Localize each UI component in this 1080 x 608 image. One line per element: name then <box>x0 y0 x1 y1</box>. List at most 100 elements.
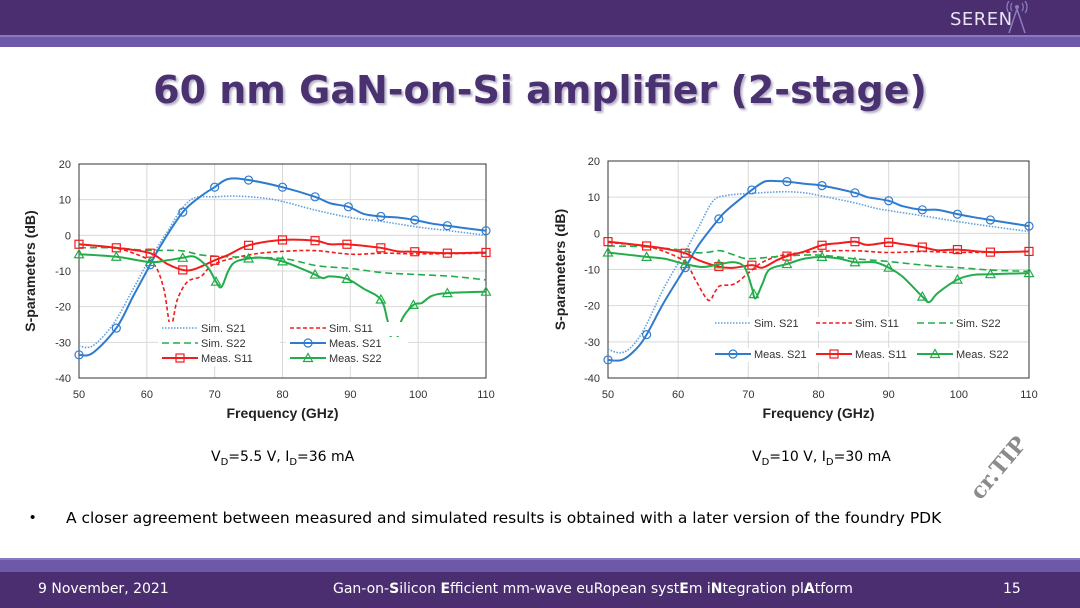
legend-entry: Meas. S22 <box>913 348 1009 362</box>
data-point-marker <box>984 268 996 279</box>
legend-label: Sim. S21 <box>754 318 799 330</box>
legend-label: Sim. S22 <box>201 338 246 350</box>
legend-label: Sim. S11 <box>329 323 373 335</box>
data-point-marker <box>481 247 491 258</box>
data-point-marker <box>210 182 220 192</box>
legend-bg <box>286 352 408 366</box>
x-tick-label: 110 <box>1020 389 1038 401</box>
data-point-marker <box>817 180 827 191</box>
data-point-marker <box>748 288 760 299</box>
legend-entry: Sim. S21 <box>711 317 806 331</box>
data-point-marker <box>917 242 927 252</box>
footer-bar: 9 November, 2021 Gan-on-Silicon Efficien… <box>0 572 1080 608</box>
legend-marker <box>303 338 313 348</box>
data-point-marker <box>277 235 288 245</box>
data-point-marker <box>641 330 652 340</box>
data-point-marker <box>816 251 828 261</box>
data-point-marker <box>341 273 353 283</box>
legend-entry: Meas. S11 <box>158 352 280 366</box>
data-point-marker <box>111 323 121 333</box>
legend-entry: Meas. S11 <box>812 348 907 362</box>
data-point-marker <box>641 251 653 261</box>
y-tick-label: -20 <box>584 301 600 313</box>
y-axis-label: S-parameters (dB) <box>22 210 38 331</box>
y-tick-label: 20 <box>588 156 600 168</box>
data-point-marker <box>74 350 84 360</box>
data-point-marker <box>951 273 963 284</box>
data-point-marker <box>641 241 652 251</box>
legend-label: Meas. S11 <box>201 353 253 365</box>
legend-entry: Meas. S21 <box>711 348 807 362</box>
legend-entry: Sim. S22 <box>158 337 280 351</box>
data-point-marker <box>849 256 861 267</box>
data-point-marker <box>110 251 122 261</box>
x-tick-label: 80 <box>276 389 288 401</box>
data-point-marker <box>817 240 827 250</box>
series-line <box>78 195 487 349</box>
legend-entry: Meas. S22 <box>286 352 408 366</box>
x-tick-label: 110 <box>477 389 495 401</box>
data-point-marker <box>481 226 491 236</box>
data-point-marker <box>441 287 453 298</box>
legend-entry: Meas. S21 <box>286 337 408 351</box>
data-point-marker <box>144 256 156 267</box>
data-point-marker <box>747 185 757 195</box>
legend-bg <box>158 337 280 351</box>
y-tick-label: 0 <box>594 228 600 240</box>
data-point-marker <box>177 252 189 262</box>
legend-bg <box>711 348 806 362</box>
series-line <box>607 240 1030 269</box>
series-sim-s21 <box>78 195 487 349</box>
data-point-marker <box>480 285 492 296</box>
footer-project-name: Gan-on-Silicon Efficient mm-wave euRopea… <box>333 581 853 597</box>
series-line <box>78 253 487 351</box>
page-number: 15 <box>1003 581 1021 597</box>
legend-label: Sim. S22 <box>956 318 1001 330</box>
data-point-marker <box>343 202 353 212</box>
footer-stripe <box>0 558 1080 572</box>
data-point-marker <box>603 355 613 365</box>
footer-project-part: ilicon <box>399 581 441 597</box>
footer-date: 9 November, 2021 <box>38 581 169 597</box>
data-point-marker <box>1023 267 1035 278</box>
legend-bg <box>812 317 907 331</box>
series-sim-s21 <box>607 190 1030 354</box>
data-point-marker <box>309 268 321 279</box>
y-tick-label: -30 <box>584 337 600 349</box>
legend-entry: Sim. S22 <box>913 317 1008 331</box>
y-tick-label: 10 <box>59 195 71 207</box>
data-point-marker <box>310 192 320 202</box>
legend-marker <box>302 352 314 363</box>
data-point-marker <box>602 246 614 257</box>
data-point-marker <box>407 299 419 309</box>
legend-bg <box>158 352 280 366</box>
data-point-marker <box>210 255 220 265</box>
y-tick-label: 0 <box>65 230 71 242</box>
legend-bg <box>286 337 408 351</box>
legend-marker <box>829 349 839 359</box>
data-point-marker <box>781 258 793 269</box>
caption-left: VD=5.5 V, ID=36 mA <box>211 449 355 468</box>
footer-project-part: E <box>679 581 689 597</box>
x-tick-label: 100 <box>950 389 968 401</box>
data-point-marker <box>680 248 690 258</box>
data-point-marker <box>310 236 320 246</box>
x-tick-label: 50 <box>602 389 614 401</box>
header-bar <box>0 0 1080 35</box>
data-point-marker <box>276 255 289 266</box>
legend-label: Meas. S22 <box>956 349 1009 361</box>
data-point-marker <box>376 211 386 222</box>
data-point-marker <box>342 239 352 249</box>
data-point-marker <box>442 221 452 231</box>
data-point-marker <box>410 215 420 225</box>
bullet-icon: • <box>30 509 36 526</box>
data-point-marker <box>884 237 894 247</box>
legend-entry: Sim. S21 <box>158 322 280 336</box>
x-tick-label: 70 <box>209 389 221 401</box>
x-tick-label: 60 <box>141 389 153 401</box>
footer-project-part: m i <box>688 581 711 597</box>
antenna-icon <box>1006 1 1028 34</box>
legend-label: Sim. S11 <box>855 318 899 330</box>
